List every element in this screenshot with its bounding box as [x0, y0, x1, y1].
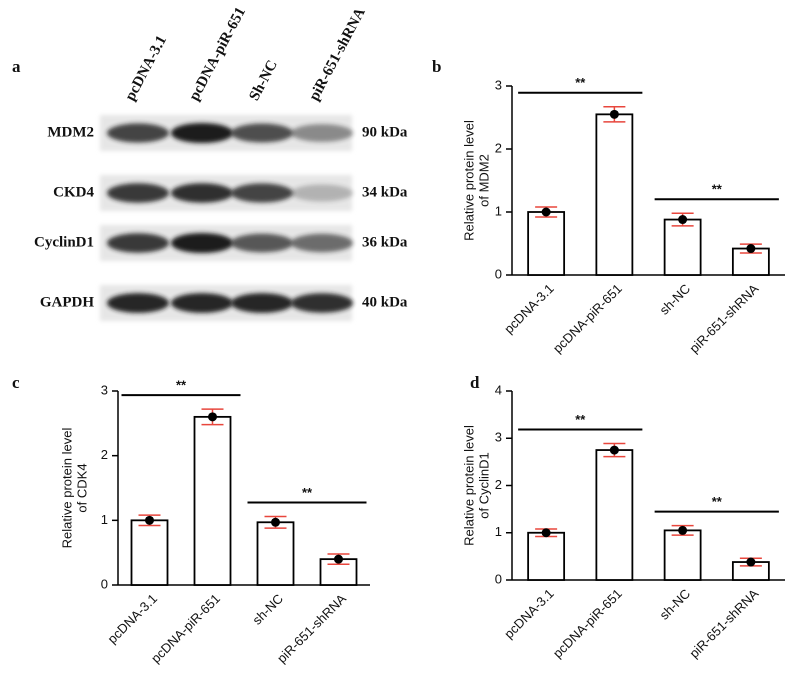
- x-tick-label: piR-651-shRNA: [686, 586, 761, 661]
- mean-point: [746, 557, 756, 567]
- band: [171, 233, 233, 253]
- y-axis-label: of CyclinD1: [476, 452, 491, 518]
- x-tick-label: pcDNA-piR-651: [550, 281, 625, 356]
- y-axis-label: Relative protein level: [461, 120, 476, 241]
- band: [231, 123, 293, 143]
- bar: [595, 113, 634, 276]
- panel-label: c: [12, 373, 20, 392]
- y-tick-label: 3: [495, 77, 502, 92]
- size-label: 34 kDa: [362, 184, 408, 200]
- band: [291, 124, 353, 142]
- x-tick-label: sh-NC: [657, 281, 694, 318]
- protein-label: CKD4: [53, 184, 94, 200]
- bar: [595, 449, 634, 581]
- lane-label: Sh-NC: [246, 58, 280, 104]
- lane-label: pcDNA-piR-651: [186, 5, 249, 104]
- y-tick-label: 1: [495, 203, 502, 218]
- mean-point: [678, 525, 688, 535]
- y-tick-label: 1: [101, 512, 108, 527]
- x-tick-label: sh-NC: [657, 586, 694, 623]
- band: [231, 293, 293, 313]
- band: [171, 293, 233, 313]
- bar: [663, 218, 702, 276]
- significance-label: **: [575, 75, 586, 90]
- bar: [130, 519, 169, 586]
- band: [231, 233, 293, 253]
- y-axis-label: Relative protein level: [59, 428, 74, 549]
- protein-label: CyclinD1: [34, 234, 94, 250]
- x-tick-label: pcDNA-3.1: [501, 586, 557, 642]
- x-tick-label: sh-NC: [249, 591, 286, 628]
- y-tick-label: 3: [101, 382, 108, 397]
- bar: [256, 521, 295, 586]
- protein-label: MDM2: [47, 124, 94, 140]
- bar: [527, 211, 566, 276]
- y-tick-label: 2: [495, 477, 502, 492]
- bar: [663, 529, 702, 581]
- y-tick-label: 0: [101, 576, 108, 591]
- size-label: 40 kDa: [362, 294, 408, 310]
- y-tick-label: 2: [495, 140, 502, 155]
- mean-point: [541, 528, 551, 538]
- band: [107, 233, 169, 253]
- band: [171, 183, 233, 203]
- y-axis-label: of CDK4: [74, 463, 89, 512]
- y-axis-label: of MDM2: [476, 154, 491, 207]
- x-tick-label: piR-651-shRNA: [686, 281, 761, 356]
- significance-label: **: [176, 378, 187, 393]
- mean-point: [541, 207, 551, 217]
- bar: [527, 531, 566, 581]
- significance-label: **: [302, 485, 313, 500]
- y-tick-label: 0: [495, 571, 502, 586]
- protein-label: GAPDH: [40, 294, 94, 310]
- x-tick-label: pcDNA-piR-651: [550, 586, 625, 661]
- mean-point: [145, 515, 154, 525]
- mean-point: [609, 445, 619, 455]
- band: [107, 123, 169, 143]
- band: [291, 293, 353, 313]
- y-tick-label: 0: [495, 266, 502, 281]
- mean-point: [746, 244, 756, 254]
- band: [291, 233, 353, 253]
- significance-label: **: [712, 494, 723, 509]
- significance-label: **: [712, 182, 723, 197]
- lane-label: pcDNA-3.1: [122, 33, 170, 103]
- size-label: 36 kDa: [362, 234, 408, 250]
- y-tick-label: 1: [495, 524, 502, 539]
- panel-label: d: [470, 373, 480, 392]
- mean-point: [271, 517, 280, 527]
- y-axis-label: Relative protein level: [461, 425, 476, 546]
- lane-label: piR-651-shRNA: [306, 5, 368, 103]
- band: [171, 123, 233, 143]
- band: [231, 183, 293, 203]
- y-tick-label: 3: [495, 430, 502, 445]
- mean-point: [678, 215, 688, 225]
- band: [107, 183, 169, 203]
- mean-point: [334, 554, 343, 564]
- size-label: 90 kDa: [362, 124, 408, 140]
- x-tick-label: pcDNA-3.1: [501, 281, 557, 337]
- mean-point: [208, 412, 217, 422]
- bar: [193, 415, 232, 586]
- band: [107, 293, 169, 313]
- y-tick-label: 4: [495, 382, 502, 397]
- panel-label: b: [432, 57, 441, 76]
- significance-label: **: [575, 412, 586, 427]
- y-tick-label: 2: [101, 447, 108, 462]
- mean-point: [609, 109, 619, 119]
- panel-label: a: [12, 57, 21, 76]
- band: [291, 184, 353, 202]
- x-tick-label: pcDNA-3.1: [104, 591, 160, 647]
